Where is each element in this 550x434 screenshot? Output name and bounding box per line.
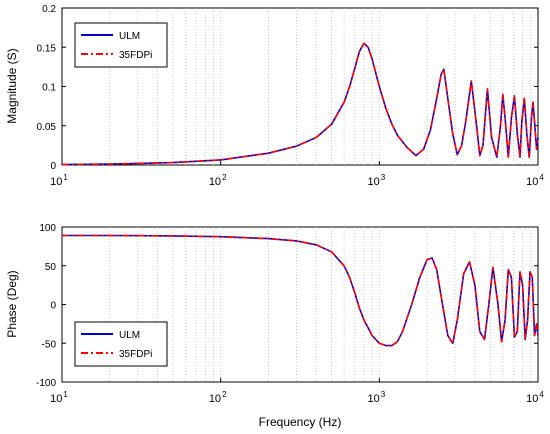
phase-panel: -100 -50 0 50 100 101 102 103 104 Phase (Deg) U… [5, 223, 544, 405]
y-tick-label: 0.15 [37, 43, 57, 54]
phase-x-ticks: 101 102 103 104 [50, 378, 544, 405]
y-tick-label: 0.1 [42, 83, 56, 94]
x-tick-label: 103 [367, 173, 385, 188]
phase-y-axis-label: Phase (Deg) [5, 270, 19, 337]
y-tick-label: -100 [36, 378, 56, 389]
x-tick-label: 102 [209, 390, 227, 405]
y-tick-label: 0.2 [42, 4, 56, 15]
x-tick-label: 103 [367, 390, 385, 405]
legend-box [74, 321, 168, 367]
y-tick-label: 0 [50, 161, 56, 172]
y-tick-label: 0.05 [37, 122, 57, 133]
legend-label-ulm: ULM [119, 330, 140, 341]
legend-box [74, 22, 168, 68]
y-tick-label: 50 [45, 262, 57, 273]
magnitude-panel: 0 0.05 0.1 0.15 0.2 101 102 103 104 Magnitude (… [5, 4, 544, 188]
y-tick-label: 100 [39, 223, 56, 234]
legend-label-35fdpi: 35FDPi [119, 349, 152, 360]
series-line-ulm [62, 234, 539, 347]
x-axis-label: Frequency (Hz) [259, 415, 342, 429]
magnitude-series [61, 42, 539, 166]
x-tick-label: 104 [526, 390, 544, 405]
magnitude-x-ticks: 101 102 103 104 [50, 161, 544, 188]
series-line-35fdpi [61, 42, 539, 166]
magnitude-y-axis-label: Magnitude (S) [5, 48, 19, 123]
x-tick-label: 101 [50, 390, 68, 405]
y-tick-label: -50 [42, 339, 57, 350]
y-tick-label: 0 [50, 301, 56, 312]
x-tick-label: 101 [50, 173, 68, 188]
phase-y-ticks: -100 -50 0 50 100 [36, 223, 538, 389]
x-tick-label: 102 [209, 173, 227, 188]
phase-legend: ULM 35FDPi [74, 321, 168, 367]
x-tick-label: 104 [526, 173, 544, 188]
magnitude-legend: ULM 35FDPi [74, 22, 168, 68]
legend-label-ulm: ULM [119, 31, 140, 42]
legend-label-35fdpi: 35FDPi [119, 50, 152, 61]
phase-series [62, 234, 539, 347]
